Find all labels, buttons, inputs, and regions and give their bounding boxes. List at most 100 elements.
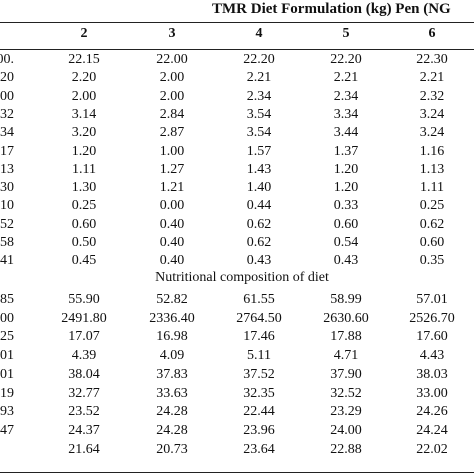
row-label-cell: 19: [0, 385, 14, 401]
table-cell: 3.24: [419, 125, 445, 141]
table-row: 34 3.20 2.87 3.54 3.44 3.24: [0, 125, 474, 145]
table-cell: 0.60: [333, 216, 359, 232]
table-cell: 4.71: [333, 348, 359, 364]
column-header: 2: [80, 26, 88, 41]
table-cell: 33.63: [156, 385, 188, 401]
table-row: 10 0.25 0.00 0.44 0.33 0.25: [0, 198, 474, 218]
table-cell: 1.21: [159, 180, 185, 196]
table-cell: 24.28: [156, 422, 188, 438]
table-cell: 23.96: [243, 422, 275, 438]
table-cell: 4.09: [159, 348, 185, 364]
table-cell: 5.11: [247, 348, 271, 364]
table-cell: 37.90: [330, 366, 362, 382]
table-cell: 1.37: [333, 143, 359, 159]
table-cell: 1.43: [246, 161, 272, 177]
row-label-cell: 01: [0, 348, 14, 364]
table-cell: 24.00: [330, 422, 362, 438]
table-cell: 22.20: [243, 52, 275, 67]
table-cell: 20.73: [156, 441, 188, 457]
section-subheading: Nutritional composition of diet: [155, 270, 329, 285]
row-label-cell: 2.00: [0, 310, 14, 326]
table-cell: 2.21: [419, 70, 445, 86]
table-cell: 1.00: [159, 143, 185, 159]
table-cell: 0.62: [246, 216, 272, 232]
row-label-cell: 20: [0, 70, 14, 86]
table-cell: 2.00: [159, 88, 185, 104]
table-cell: 22.00: [156, 52, 188, 67]
table-row: 01 38.04 37.83 37.52 37.90 38.03: [0, 367, 474, 387]
header-rule: [0, 49, 474, 50]
table-cell: 2.34: [333, 88, 359, 104]
table-cell: 0.62: [419, 216, 445, 232]
table-cell: 0.44: [246, 198, 272, 214]
table-cell: 17.60: [416, 329, 448, 345]
table-row: 13 1.11 1.27 1.43 1.20 1.13: [0, 162, 474, 182]
table-cell: 24.28: [156, 404, 188, 420]
table-row: 85 55.90 52.82 61.55 58.99 57.01: [0, 292, 474, 312]
table-cell: 17.46: [243, 329, 275, 345]
table-cell: 2491.80: [61, 310, 107, 326]
table-cell: 61.55: [243, 292, 275, 307]
table-cell: 23.64: [243, 441, 275, 457]
column-header: 4: [255, 26, 263, 41]
table-title: TMR Diet Formulation (kg) Pen (NG: [212, 1, 451, 17]
table-row: 19 32.77 33.63 32.35 32.52 33.00: [0, 386, 474, 406]
row-label-cell: 93: [0, 404, 14, 420]
table-cell: 24.26: [416, 404, 448, 420]
table-cell: 1.20: [333, 161, 359, 177]
table-cell: 32.52: [330, 385, 362, 401]
row-label-cell: 25: [0, 329, 14, 345]
table-cell: 37.83: [156, 366, 188, 382]
table-cell: 2.21: [246, 70, 272, 86]
table-cell: 0.33: [333, 198, 359, 214]
table-cell: 37.52: [243, 366, 275, 382]
table-row: .00 22.15 22.00 22.20 22.20 22.30: [0, 52, 474, 72]
table-cell: 0.40: [159, 235, 185, 250]
table-cell: 52.82: [156, 292, 188, 307]
table-cell: 3.24: [419, 106, 445, 122]
table-row: 21.64 20.73 23.64 22.88 22.02: [0, 442, 474, 462]
table-cell: 4.39: [71, 348, 97, 364]
table-cell: 38.04: [68, 366, 100, 382]
table-cell: 23.29: [330, 404, 362, 420]
row-label-cell: 34: [0, 125, 14, 141]
table-cell: 21.64: [68, 441, 100, 457]
table-row: 17 1.20 1.00 1.57 1.37 1.16: [0, 144, 474, 164]
table-cell: 2764.50: [236, 310, 282, 326]
table-cell: 4.43: [419, 348, 445, 364]
column-header: 6: [428, 26, 436, 41]
table-cell: 1.20: [71, 143, 97, 159]
table-cell: 0.54: [333, 235, 359, 250]
table-cell: 33.00: [416, 385, 448, 401]
table-cell: 2.00: [71, 88, 97, 104]
bottom-rule: [0, 472, 474, 473]
row-label-cell: 01: [0, 366, 14, 382]
table-cell: 2630.60: [323, 310, 369, 326]
table-cell: 0.50: [71, 235, 97, 250]
table-cell: 57.01: [416, 292, 448, 307]
table-cell: 24.37: [68, 422, 100, 438]
row-label-cell: 52: [0, 216, 14, 232]
table-cell: 0.40: [159, 216, 185, 232]
table-cell: 0.62: [246, 235, 272, 250]
table-cell: 22.44: [243, 404, 275, 420]
table-cell: 24.24: [416, 422, 448, 438]
row-label-cell: 41: [0, 253, 14, 269]
row-label-cell: 47: [0, 422, 14, 438]
row-label-cell: 17: [0, 143, 14, 159]
table-row: 2.00 2491.80 2336.40 2764.50 2630.60 2526.70: [0, 311, 474, 331]
table-cell: 1.13: [419, 161, 445, 177]
table-row: 00 2.00 2.00 2.34 2.34 2.32: [0, 89, 474, 109]
table-cell: 17.88: [330, 329, 362, 345]
table-cell: 3.34: [333, 106, 359, 122]
table-cell: 0.60: [71, 216, 97, 232]
table-cell: 32.35: [243, 385, 275, 401]
table-cell: 22.20: [330, 52, 362, 67]
table-cell: 1.27: [159, 161, 185, 177]
table-cell: 2336.40: [149, 310, 195, 326]
table-cell: 1.20: [333, 180, 359, 196]
table-cell: 1.16: [419, 143, 445, 159]
table-cell: 2.21: [333, 70, 359, 86]
table-cell: 0.35: [419, 253, 445, 269]
